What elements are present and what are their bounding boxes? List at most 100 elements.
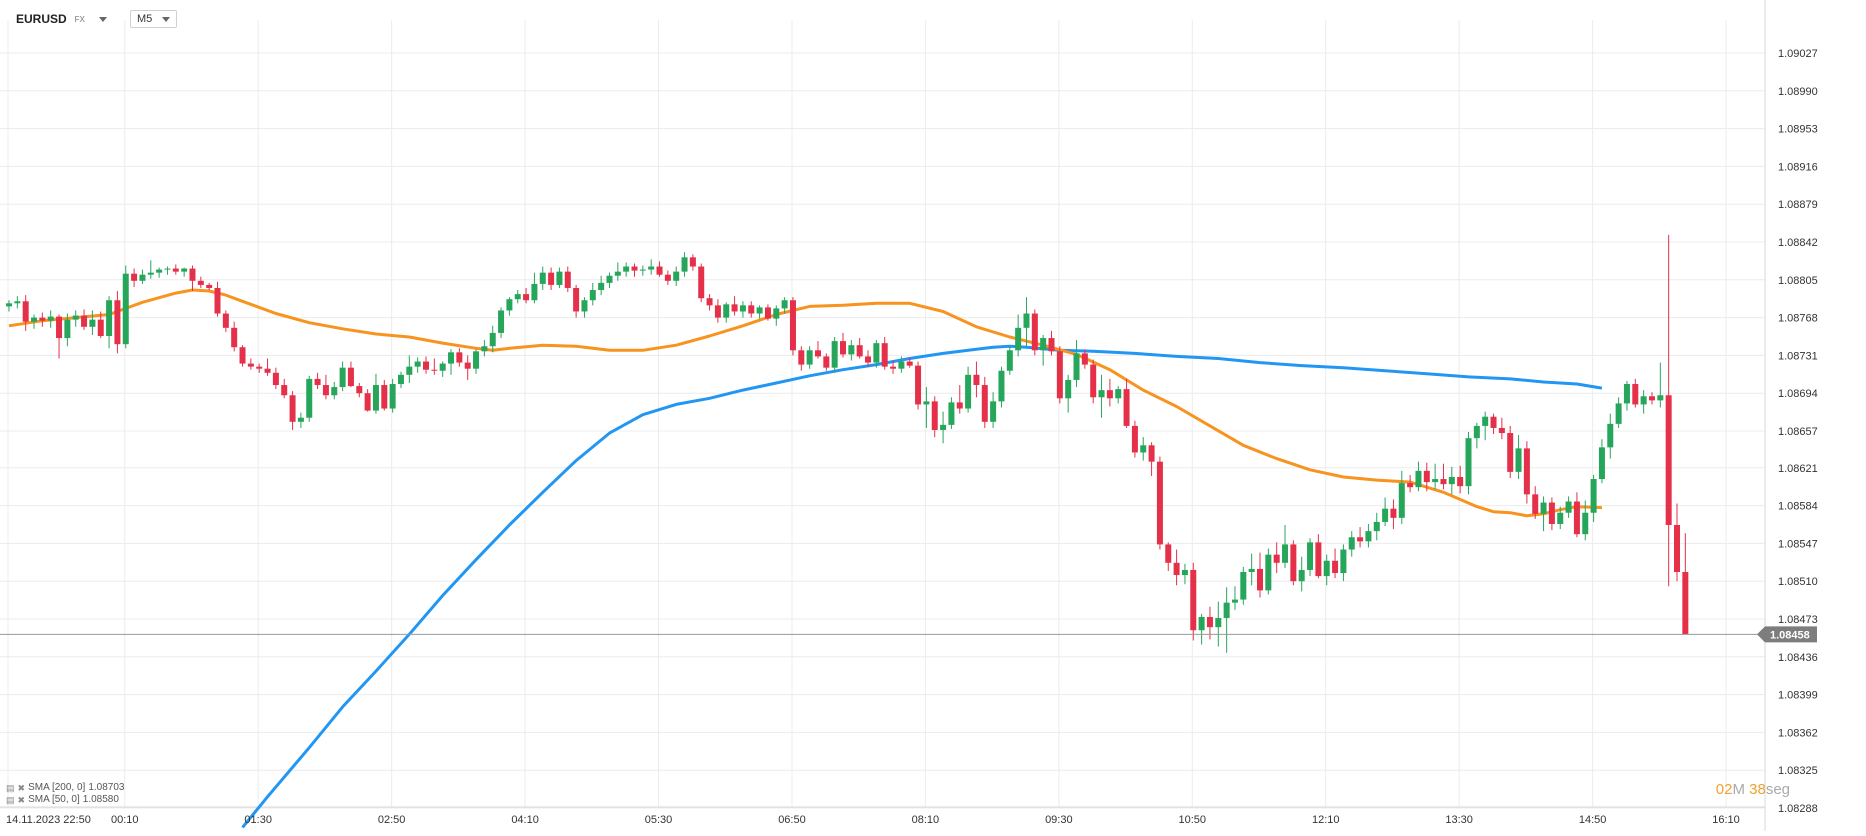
candle-body [1473, 425, 1480, 439]
candle-body [1457, 476, 1464, 487]
candle [1674, 503, 1680, 582]
price-tick-label: 1.08768 [1778, 313, 1818, 325]
candle [1590, 474, 1597, 522]
candle-body [6, 303, 12, 307]
candle-body [389, 384, 396, 409]
candle [965, 366, 972, 413]
candle [47, 310, 54, 328]
legend-sma50-value: 1.08580 [82, 794, 119, 805]
candle [848, 340, 855, 361]
candle-body [681, 257, 688, 272]
candle [931, 396, 938, 438]
candle [956, 385, 963, 414]
candle-body [281, 385, 288, 396]
candle [581, 297, 588, 318]
legend-sma50[interactable]: ▤ ✖ SMA [50, 0] 1.08580 [6, 794, 124, 806]
candle-body [1106, 390, 1113, 399]
settings-icon[interactable]: ▤ [6, 783, 15, 793]
candle [831, 337, 838, 373]
candle [1265, 548, 1272, 595]
candle-body [106, 300, 113, 336]
candle [1115, 386, 1122, 404]
price-tick-label: 1.08805 [1778, 275, 1818, 287]
candle-body [756, 307, 763, 314]
candle [1440, 463, 1447, 490]
time-tick-label: 02:50 [378, 814, 406, 826]
candle-body [1173, 562, 1180, 576]
candle-body [1623, 384, 1630, 404]
candle [56, 314, 63, 359]
candle [1023, 297, 1030, 347]
candle [1448, 466, 1455, 495]
timeframe-dropdown[interactable]: M5 [130, 10, 178, 28]
candle [64, 313, 71, 347]
candle [389, 378, 396, 413]
legend-sma200[interactable]: ▤ ✖ SMA [200, 0] 1.08703 [6, 782, 124, 794]
candle-countdown: 02M 38seg [1716, 781, 1790, 798]
candle-body [514, 294, 521, 300]
grid [0, 0, 1766, 831]
candle-body [1540, 502, 1547, 514]
candle-body [1582, 512, 1589, 535]
candle-body [1156, 461, 1163, 545]
candle [1548, 497, 1555, 531]
candle [1098, 374, 1105, 418]
candle-body [990, 401, 997, 422]
candle-body [381, 385, 388, 409]
candle [564, 266, 571, 293]
candle [731, 296, 738, 316]
candle-body [331, 387, 338, 396]
price-tick-label: 1.08288 [1778, 803, 1818, 815]
time-axis: 14.11.2023 22:50 00:10 01:30 02:50 04:10 05:3… [6, 814, 1740, 826]
candle [773, 305, 780, 326]
chevron-down-icon[interactable] [98, 16, 107, 22]
candle [556, 267, 563, 288]
candle-body [239, 347, 246, 364]
candle-body [181, 268, 188, 272]
candle [990, 392, 997, 428]
candle [1006, 346, 1013, 375]
close-icon[interactable]: ✖ [17, 795, 26, 805]
candle-body [1023, 313, 1030, 328]
candle [206, 282, 213, 291]
candle [1081, 349, 1088, 369]
price-tick-label: 1.08621 [1778, 463, 1818, 475]
candle-body [122, 273, 129, 345]
candle-body [189, 268, 196, 281]
candle-body [1131, 425, 1138, 453]
candle-body [898, 361, 905, 369]
candle-body [1257, 568, 1263, 591]
candle-body [1006, 350, 1013, 371]
candle [156, 267, 163, 278]
candle [656, 261, 663, 277]
candles [6, 234, 1689, 653]
candle-body [1598, 447, 1605, 480]
candle [289, 391, 296, 430]
candle-body [1323, 560, 1330, 577]
time-tick-label: 14:50 [1579, 814, 1607, 826]
candle-body [1315, 542, 1322, 577]
candle-body [689, 257, 696, 267]
time-tick-label: 06:50 [778, 814, 806, 826]
candle-body [1115, 389, 1122, 399]
time-tick-label: 04:10 [511, 814, 539, 826]
candle [1090, 359, 1097, 404]
candle-body [247, 363, 254, 367]
candle [1557, 506, 1564, 530]
sma200-line [241, 344, 1603, 829]
candle [1623, 380, 1630, 411]
candle [506, 297, 513, 316]
candle [981, 376, 988, 428]
candle [1682, 533, 1689, 635]
candle-body [748, 305, 755, 314]
candle-body [764, 307, 771, 319]
candle [1148, 442, 1155, 476]
candle [1365, 523, 1372, 548]
settings-icon[interactable]: ▤ [6, 795, 15, 805]
close-icon[interactable]: ✖ [17, 783, 26, 793]
symbol-selector[interactable]: EURUSD FX [16, 9, 107, 29]
candle [1357, 527, 1364, 548]
sma200-layer [241, 344, 1603, 829]
